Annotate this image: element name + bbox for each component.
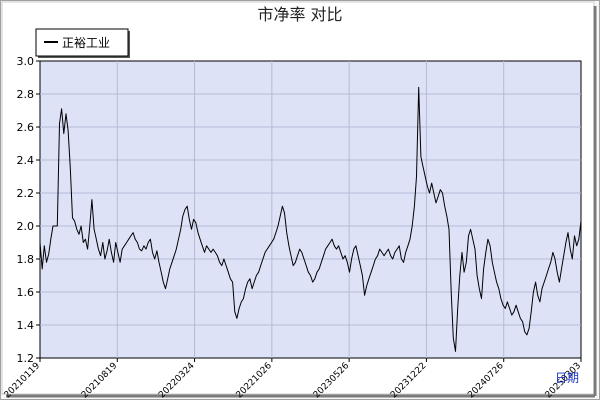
y-axis-ticks: 1.2 1.4 1.6 1.8 2.0 2.2 2.4 2.6 2.8 3.0	[17, 55, 40, 365]
y-tick-label: 1.4	[17, 319, 35, 332]
y-tick-label: 2.4	[17, 154, 35, 167]
grid-lines	[40, 61, 581, 358]
y-tick-label: 1.2	[17, 352, 35, 365]
x-axis-title: 日期	[555, 371, 579, 385]
y-tick-label: 3.0	[17, 55, 35, 68]
y-tick-label: 2.2	[17, 187, 35, 200]
y-tick-label: 1.6	[17, 286, 35, 299]
y-tick-label: 1.8	[17, 253, 35, 266]
y-tick-label: 2.8	[17, 88, 35, 101]
series-layer	[39, 86, 582, 352]
y-tick-label: 2.6	[17, 121, 35, 134]
plot-area	[39, 60, 582, 359]
legend-label: 正裕工业	[62, 35, 110, 50]
legend: 正裕工业	[35, 28, 130, 58]
chart-title: 市净率 对比	[257, 5, 342, 24]
y-tick-label: 2.0	[17, 220, 35, 233]
series-line	[39, 86, 582, 352]
